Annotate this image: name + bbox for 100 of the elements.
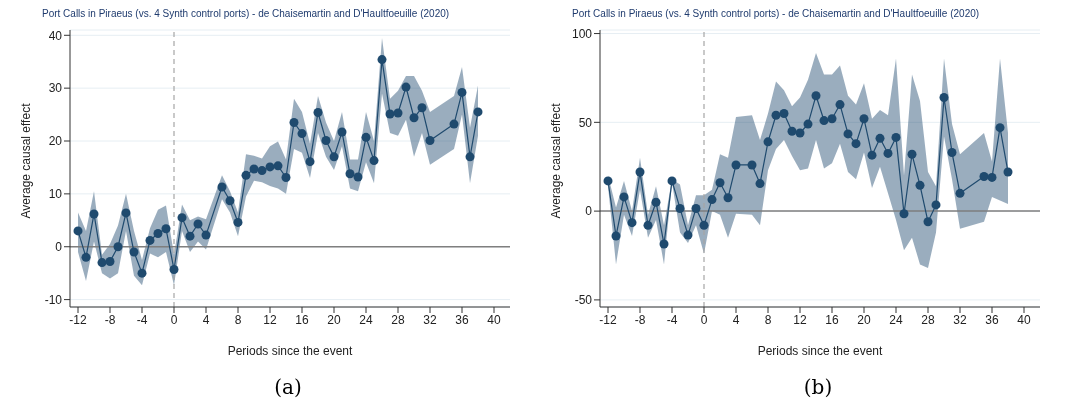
- point: [81, 252, 91, 262]
- chart-title: Port Calls in Piraeus (vs. 4 Synth control ports) - de Chaisemartin and D'Haultfoeuille (2020): [41, 8, 451, 21]
- point: [353, 172, 363, 182]
- point: [643, 220, 653, 230]
- x-tick-label: 16: [825, 312, 839, 327]
- point: [105, 257, 115, 267]
- point: [281, 172, 291, 182]
- point: [891, 132, 901, 142]
- point: [915, 180, 925, 190]
- point: [803, 119, 813, 129]
- point: [457, 87, 467, 97]
- point: [129, 247, 139, 257]
- point: [233, 217, 243, 227]
- x-tick-label: 4: [732, 312, 740, 327]
- point: [699, 220, 709, 230]
- point: [113, 242, 123, 252]
- x-tick-label: 24: [359, 312, 373, 327]
- point: [401, 82, 411, 92]
- point: [691, 203, 701, 213]
- point: [321, 135, 331, 145]
- point: [329, 152, 339, 162]
- point: [763, 137, 773, 147]
- x-tick-label: -4: [136, 312, 148, 327]
- point: [995, 123, 1005, 133]
- point: [667, 176, 677, 186]
- point: [859, 114, 869, 124]
- x-axis-title: Periods since the event: [757, 344, 884, 358]
- point: [473, 107, 483, 117]
- point: [241, 170, 251, 180]
- point: [883, 148, 893, 158]
- y-axis-title: Average causal effect: [19, 102, 34, 219]
- point: [779, 108, 789, 118]
- point: [145, 235, 155, 245]
- point: [787, 126, 797, 136]
- x-tick-label: -4: [666, 312, 678, 327]
- point: [731, 160, 741, 170]
- point: [755, 179, 765, 189]
- y-tick-label: 50: [578, 115, 593, 130]
- point: [185, 231, 195, 241]
- point: [73, 226, 83, 236]
- y-tick-label: 20: [48, 134, 63, 149]
- point: [417, 103, 427, 113]
- x-tick-label: 0: [700, 312, 708, 327]
- point: [273, 161, 283, 171]
- point: [619, 192, 629, 202]
- x-tick-label: 40: [487, 312, 501, 327]
- point: [603, 176, 613, 186]
- point: [675, 203, 685, 213]
- point: [835, 100, 845, 110]
- point: [819, 116, 829, 126]
- x-tick-label: 36: [455, 312, 469, 327]
- x-tick-label: 32: [423, 312, 437, 327]
- point: [169, 264, 179, 274]
- point: [425, 135, 435, 145]
- y-axis-title: Average causal effect: [549, 102, 564, 219]
- x-tick-label: 8: [234, 312, 242, 327]
- point: [747, 160, 757, 170]
- x-tick-label: 12: [793, 312, 807, 327]
- point: [907, 149, 917, 159]
- point: [987, 172, 997, 182]
- y-tick-label: 0: [585, 204, 593, 219]
- point: [611, 231, 621, 241]
- y-tick-label: -10: [44, 292, 63, 307]
- point: [89, 209, 99, 219]
- x-tick-label: 40: [1017, 312, 1031, 327]
- x-axis-title: Periods since the event: [227, 344, 354, 358]
- point: [249, 164, 259, 174]
- point: [313, 107, 323, 117]
- point: [201, 230, 211, 240]
- x-tick-label: 0: [170, 312, 178, 327]
- x-tick-label: 12: [263, 312, 277, 327]
- point: [659, 239, 669, 249]
- point: [1003, 167, 1013, 177]
- point: [225, 196, 235, 206]
- point: [843, 129, 853, 139]
- x-tick-label: -8: [634, 312, 646, 327]
- point: [723, 193, 733, 203]
- point: [409, 113, 419, 123]
- point: [795, 128, 805, 138]
- point: [947, 148, 957, 158]
- point: [867, 150, 877, 160]
- point: [289, 118, 299, 128]
- point: [337, 127, 347, 137]
- x-tick-label: 16: [295, 312, 309, 327]
- point: [257, 166, 267, 176]
- x-tick-label: 20: [327, 312, 341, 327]
- text: (b): [802, 375, 834, 399]
- text: (a): [273, 375, 303, 399]
- y-tick-label: 30: [48, 81, 63, 96]
- x-tick-label: 28: [391, 312, 405, 327]
- point: [955, 188, 965, 198]
- x-tick-label: 8: [764, 312, 772, 327]
- point: [345, 169, 355, 179]
- y-tick-label: 0: [55, 240, 63, 254]
- point: [899, 209, 909, 219]
- point: [651, 197, 661, 207]
- x-tick-label: -12: [599, 312, 617, 327]
- x-tick-label: 32: [953, 312, 967, 327]
- point: [161, 224, 171, 234]
- point: [683, 230, 693, 240]
